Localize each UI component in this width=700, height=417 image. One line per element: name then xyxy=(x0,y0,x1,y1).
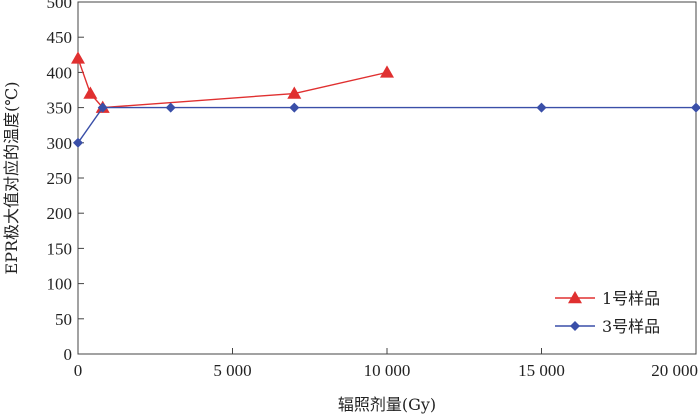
y-tick-label: 300 xyxy=(47,134,73,153)
data-point xyxy=(289,102,300,113)
data-point xyxy=(691,102,700,113)
data-point xyxy=(536,102,547,113)
data-point xyxy=(165,102,176,113)
x-axis: 0 5 000 10 000 15 000 20 000 xyxy=(74,348,698,380)
y-tick-label: 350 xyxy=(47,99,73,118)
y-tick-label: 100 xyxy=(47,275,73,294)
series-line xyxy=(77,58,388,109)
y-tick-label: 400 xyxy=(47,63,73,82)
x-tick-label: 0 xyxy=(74,361,83,380)
x-tick-label: 15 000 xyxy=(518,361,565,380)
y-axis-title: EPR极大值对应的温度(℃) xyxy=(2,82,21,275)
data-point xyxy=(287,86,302,99)
legend-label: 3号样品 xyxy=(602,317,660,336)
series-line xyxy=(77,106,696,144)
data-point xyxy=(83,86,98,99)
legend-label: 1号样品 xyxy=(602,289,660,308)
legend-item: 1号样品 xyxy=(555,289,660,308)
data-point xyxy=(97,102,108,113)
x-axis-title: 辐照剂量(Gy) xyxy=(338,395,436,414)
y-axis: 0 50 100 150 200 250 300 350 400 450 500 xyxy=(47,0,84,364)
data-point xyxy=(71,51,85,64)
series-2 xyxy=(73,102,700,148)
y-tick-label: 450 xyxy=(47,28,73,47)
legend-box xyxy=(540,278,690,346)
data-point xyxy=(73,137,83,148)
y-tick-label: 500 xyxy=(47,0,73,12)
data-point xyxy=(380,65,394,78)
x-tick-label: 20 000 xyxy=(651,361,698,380)
y-tick-label: 150 xyxy=(47,239,73,258)
series-1 xyxy=(71,51,394,113)
legend-marker xyxy=(568,291,582,304)
legend-item: 3号样品 xyxy=(555,317,660,336)
legend-marker xyxy=(570,321,580,331)
y-tick-label: 250 xyxy=(47,169,73,188)
series-layer xyxy=(71,51,700,148)
y-tick-label: 200 xyxy=(47,204,73,223)
x-tick-label: 10 000 xyxy=(364,361,411,380)
legend: 1号样品 3号样品 xyxy=(540,278,690,346)
x-tick-label: 5 000 xyxy=(213,361,251,380)
y-tick-label: 50 xyxy=(55,310,72,329)
y-tick-label: 0 xyxy=(64,345,73,364)
